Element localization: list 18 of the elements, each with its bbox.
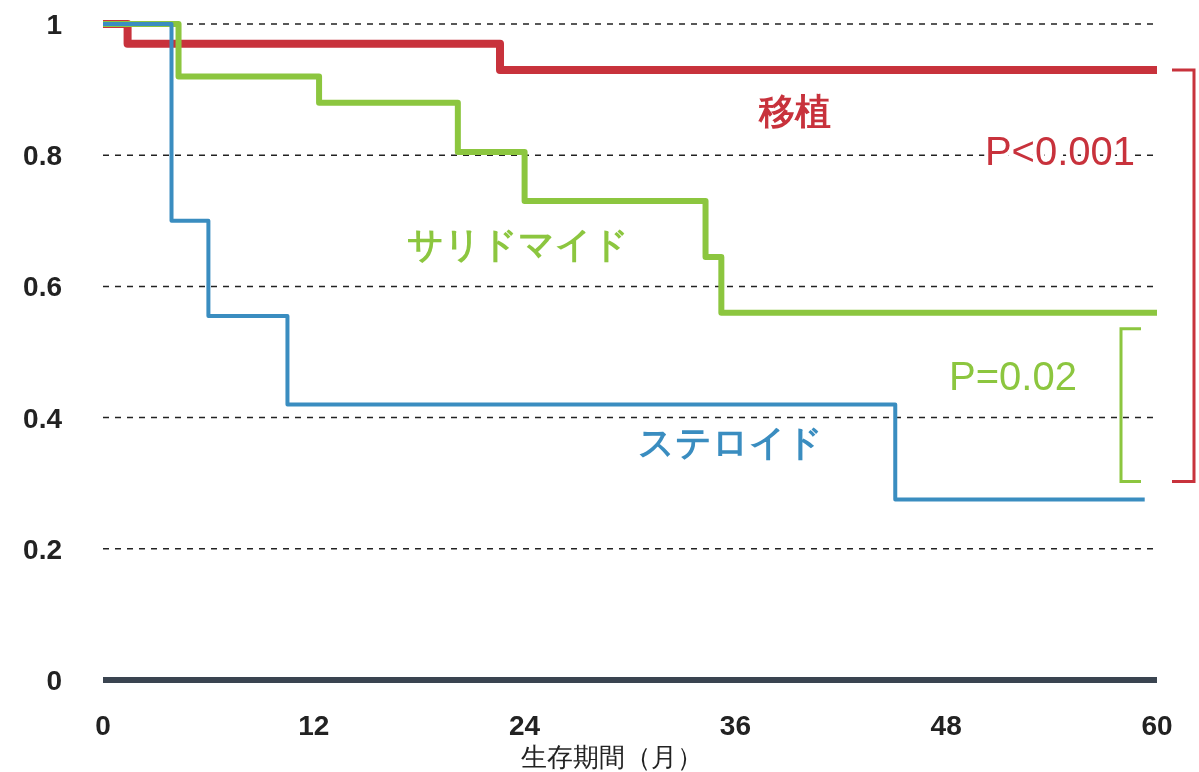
series-label: 移植 bbox=[758, 91, 831, 132]
x-tick-label: 0 bbox=[95, 710, 111, 741]
x-axis-title: 生存期間（月） bbox=[521, 742, 703, 772]
y-tick-label: 0.6 bbox=[23, 271, 62, 303]
x-tick-label: 48 bbox=[930, 710, 962, 741]
x-tick-label: 24 bbox=[509, 710, 541, 741]
y-tick-label: 0.4 bbox=[23, 402, 63, 434]
y-tick-label: 0.2 bbox=[23, 533, 62, 565]
annotation: P=0.02 bbox=[949, 354, 1077, 398]
y-tick-label: 1 bbox=[46, 9, 62, 40]
annotation: P<0.001 bbox=[984, 129, 1136, 173]
series-label: サリドマイド bbox=[407, 224, 629, 265]
x-tick-label: 12 bbox=[298, 710, 330, 741]
x-tick-label: 36 bbox=[719, 710, 751, 741]
y-tick-label: 0.8 bbox=[23, 140, 62, 172]
series-label: ステロイド bbox=[637, 422, 823, 463]
x-tick-label: 60 bbox=[1141, 710, 1173, 741]
y-tick-label: 0 bbox=[46, 665, 62, 696]
